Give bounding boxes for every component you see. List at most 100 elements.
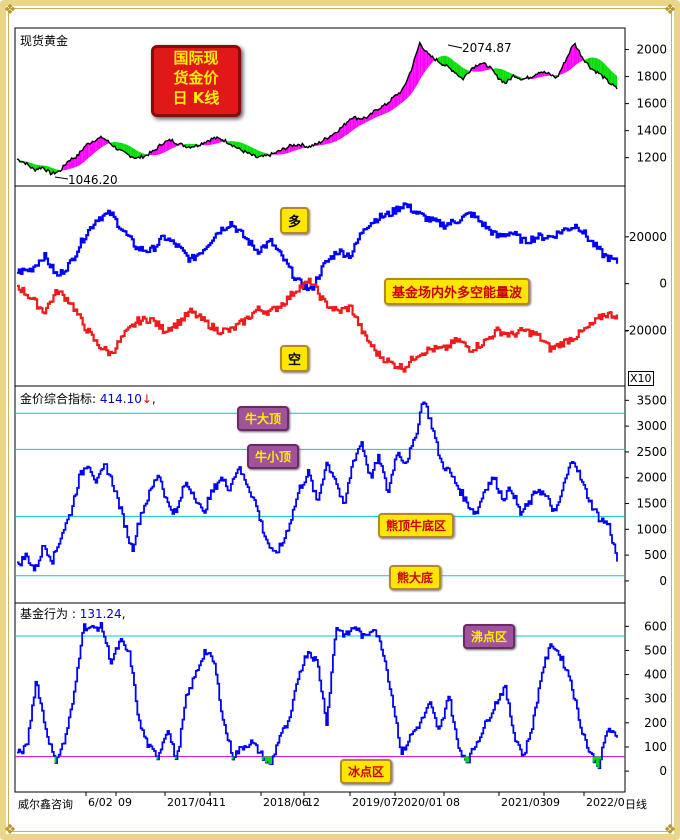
price-ma-fill — [447, 56, 450, 68]
price-ma-fill — [507, 71, 510, 80]
price-ma-fill — [377, 108, 380, 117]
price-ma-fill — [218, 137, 220, 143]
fund-value: 131.24 — [79, 607, 122, 621]
y-tick-label: 0 — [659, 277, 667, 291]
price-ma-fill — [425, 51, 427, 72]
zone-bull-small-top: 牛小顶 — [247, 444, 300, 469]
y-tick-label: 500 — [644, 643, 667, 657]
price-ma-fill — [503, 69, 506, 84]
price-ma-fill — [207, 140, 209, 146]
price-ma-fill — [96, 138, 99, 152]
zone-bear-bottom: 熊大底 — [389, 565, 442, 590]
y-tick-label: 3000 — [636, 419, 667, 433]
price-ma-fill — [509, 72, 511, 80]
price-ma-fill — [502, 69, 504, 83]
down-arrow-icon: ↓ — [141, 392, 152, 406]
y-tick-label: 1800 — [636, 70, 667, 84]
price-ma-fill — [538, 72, 541, 78]
price-ma-fill — [411, 65, 413, 94]
y-tick-label: 3500 — [636, 393, 667, 407]
price-ma-fill — [393, 95, 395, 110]
price-ma-fill — [498, 68, 500, 80]
x-tick-label: 12 — [306, 796, 320, 809]
price-ma-fill — [251, 147, 254, 156]
price-ma-fill — [337, 131, 339, 141]
price-ma-fill — [88, 143, 90, 159]
price-ma-fill — [451, 59, 454, 72]
price-ma-fill — [412, 59, 415, 92]
price-ma-fill — [82, 146, 85, 164]
price-ma-fill — [612, 72, 615, 86]
price-ma-fill — [421, 45, 423, 78]
promo-line: 国际现 — [173, 49, 219, 67]
price-ma-fill — [450, 58, 452, 72]
y-tick-label: 400 — [644, 668, 667, 682]
footer-brand: 威尔鑫咨询 — [18, 798, 73, 811]
y-tick-label: 1400 — [636, 124, 667, 138]
price-ma-fill — [573, 43, 576, 67]
price-ma-fill — [479, 63, 482, 72]
fund-title-suffix: , — [121, 607, 126, 621]
price-ma-fill — [72, 158, 75, 168]
price-ma-fill — [86, 143, 89, 160]
price-ma-fill — [352, 116, 355, 131]
zone-freezing: 冰点区 — [340, 759, 393, 784]
price-ma-fill — [428, 53, 430, 68]
price-ma-fill — [604, 63, 606, 79]
price-ma-fill — [250, 146, 252, 156]
price-ma-fill — [351, 118, 353, 132]
price-ma-fill — [256, 149, 258, 158]
price-ma-fill — [133, 148, 135, 159]
price-ma-fill — [408, 72, 411, 97]
price-ma-fill — [295, 145, 297, 151]
series-line — [17, 277, 619, 373]
price-ma-fill — [540, 72, 542, 78]
fund-title-prefix: 基金行为 : — [20, 607, 80, 621]
price-ma-fill — [373, 109, 376, 119]
price-ma-fill — [596, 58, 598, 74]
price-ma-fill — [449, 57, 451, 69]
price-ma-fill — [430, 56, 433, 65]
price-promo-box: 国际现 货金价 日 K线 — [151, 45, 241, 117]
price-ma-fill — [162, 143, 164, 154]
price-ma-fill — [594, 57, 597, 74]
price-ma-fill — [577, 49, 580, 64]
fund-panel-title: 基金行为 : 131.24, — [20, 605, 126, 622]
corner-ornament-icon: ❖ — [663, 822, 677, 838]
panel-frame — [14, 602, 626, 793]
price-ma-fill — [415, 51, 417, 88]
index-title-prefix: 金价综合指标: — [20, 392, 100, 406]
y-tick-label: 0 — [659, 764, 667, 778]
price-ma-fill — [443, 55, 445, 66]
panel-frame — [14, 185, 626, 387]
y-tick-label: 300 — [644, 692, 667, 706]
price-ma-fill — [484, 62, 486, 71]
price-low-label: 1046.20 — [68, 173, 118, 187]
price-ma-fill — [460, 65, 462, 79]
price-ma-fill — [334, 132, 336, 142]
price-ma-fill — [358, 118, 360, 127]
price-ma-fill — [401, 87, 404, 104]
corner-ornament-icon: ❖ — [3, 822, 17, 838]
high-pointer — [447, 44, 463, 49]
long-badge: 多 — [280, 207, 310, 234]
price-ma-fill — [127, 144, 129, 155]
price-ma-fill — [590, 57, 592, 70]
x-tick-label: 2019/07 — [352, 796, 398, 809]
price-ma-fill — [240, 142, 243, 151]
price-ma-fill — [605, 65, 608, 80]
price-ma-fill — [91, 141, 93, 156]
price-ma-fill — [257, 150, 259, 158]
low-pointer — [54, 176, 69, 180]
price-ma-fill — [123, 143, 125, 152]
y-tick-label: 1600 — [636, 97, 667, 111]
price-ma-fill — [246, 144, 248, 154]
price-ma-fill — [575, 43, 577, 66]
price-ma-fill — [417, 47, 419, 86]
price-ma-fill — [135, 149, 138, 159]
price-ma-fill — [566, 55, 569, 72]
price-ma-fill — [84, 145, 86, 162]
y-tick-label: 2500 — [636, 445, 667, 459]
price-ma-fill — [397, 92, 399, 107]
